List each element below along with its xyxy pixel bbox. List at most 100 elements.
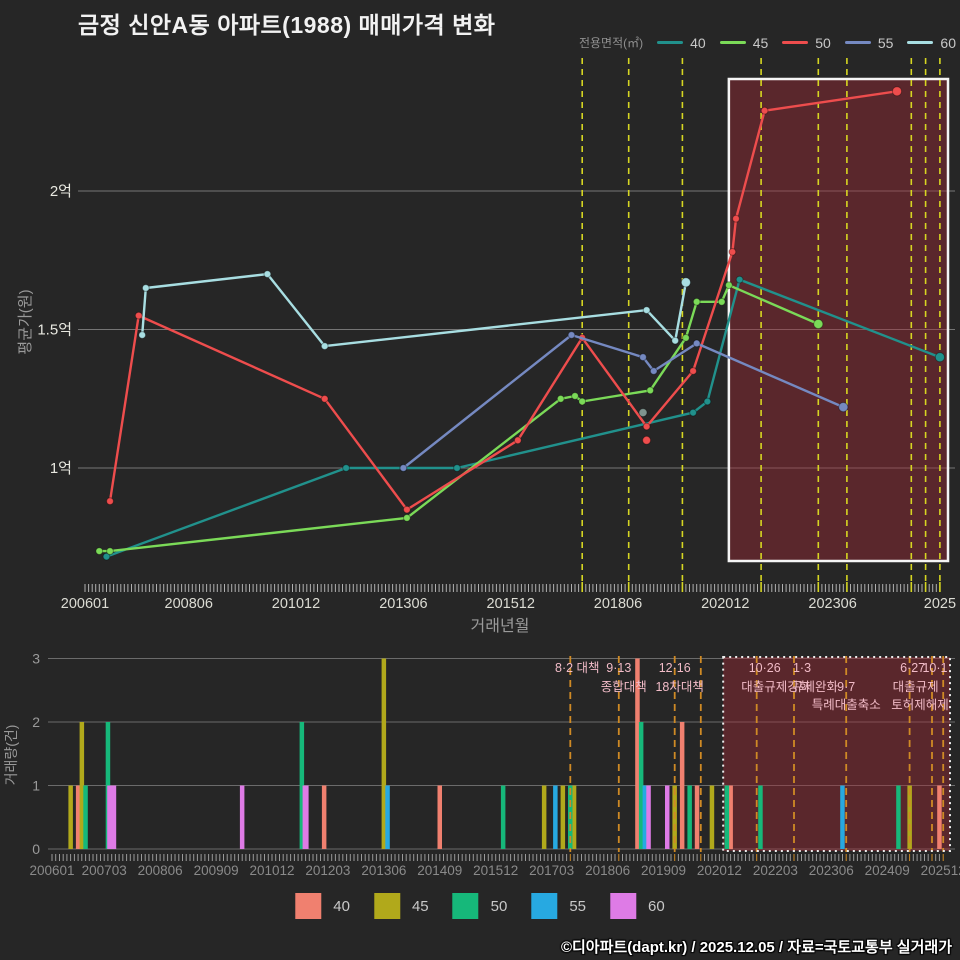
volume-bar-40[interactable]	[937, 785, 942, 850]
series-45-marker[interactable]	[95, 547, 104, 555]
series-50-marker[interactable]	[891, 86, 903, 97]
series-50-marker[interactable]	[320, 394, 329, 403]
volume-bar-50[interactable]	[758, 785, 763, 850]
volume-bar-50[interactable]	[83, 785, 88, 850]
series-40-marker[interactable]	[703, 397, 712, 406]
series-50-marker[interactable]	[403, 505, 411, 514]
series-40-marker[interactable]	[689, 408, 697, 417]
volume-bar-45[interactable]	[79, 722, 85, 849]
series-50-marker[interactable]	[642, 422, 651, 431]
series-45-marker[interactable]	[403, 514, 411, 522]
volume-bar-40[interactable]	[679, 722, 685, 849]
volume-xtick-label: 202203	[753, 863, 798, 878]
volume-xtick-label: 201203	[305, 863, 350, 878]
legend-line-swatch	[782, 41, 809, 44]
series-55-marker[interactable]	[692, 339, 701, 348]
series-40-marker[interactable]	[342, 464, 351, 472]
volume-bar-40[interactable]	[321, 785, 327, 850]
series-45-marker[interactable]	[106, 547, 114, 555]
outlier-point[interactable]	[642, 435, 652, 445]
series-45-marker[interactable]	[725, 281, 733, 290]
volume-bar-50[interactable]	[500, 785, 506, 850]
series-55-marker[interactable]	[567, 331, 576, 339]
volume-bar-55[interactable]	[385, 785, 390, 850]
volume-bar-45[interactable]	[709, 785, 715, 850]
volume-bar-40[interactable]	[635, 658, 640, 850]
legend-item-55[interactable]: 55	[844, 35, 893, 51]
series-50-marker[interactable]	[134, 311, 143, 320]
volume-bar-45[interactable]	[541, 785, 547, 850]
legend-item-60[interactable]: 60	[907, 35, 956, 51]
series-55-marker[interactable]	[649, 367, 658, 375]
series-45-marker[interactable]	[813, 318, 824, 330]
volume-bar-45[interactable]	[571, 785, 577, 850]
series-60-marker[interactable]	[138, 331, 147, 339]
series-45-marker[interactable]	[717, 297, 726, 306]
volume-bar-55[interactable]	[553, 785, 558, 850]
volume-bar-45[interactable]	[560, 785, 566, 850]
volume-bar-55[interactable]	[642, 785, 648, 850]
volume-xtick-label: 201909	[641, 863, 686, 878]
volume-bar-60[interactable]	[665, 785, 670, 850]
volume-bar-55[interactable]	[840, 785, 845, 850]
series-60-marker[interactable]	[141, 284, 150, 292]
volume-legend-item-45[interactable]: 45	[373, 893, 429, 919]
series-50-marker[interactable]	[732, 214, 740, 223]
volume-legend-item-60[interactable]: 60	[610, 893, 665, 919]
series-50-marker[interactable]	[106, 497, 114, 506]
series-45-marker[interactable]	[571, 392, 579, 400]
volume-bar-45[interactable]	[381, 658, 387, 850]
series-45-marker[interactable]	[692, 297, 701, 306]
volume-bar-50[interactable]	[724, 785, 730, 850]
series-60-marker[interactable]	[642, 306, 651, 315]
series-55-marker[interactable]	[399, 464, 408, 472]
volume-bar-45[interactable]	[68, 785, 73, 850]
volume-bar-40[interactable]	[728, 785, 733, 850]
series-60-marker[interactable]	[671, 336, 680, 345]
price-xtick-label: 200806	[165, 596, 213, 612]
volume-bar-50[interactable]	[638, 722, 644, 849]
series-40-marker[interactable]	[934, 352, 946, 363]
price-xtick-label: 201012	[272, 596, 320, 612]
legend-square-swatch	[373, 893, 400, 919]
series-55-marker[interactable]	[639, 353, 647, 362]
volume-xtick-label: 201012	[249, 863, 294, 878]
volume-bar-60[interactable]	[107, 785, 117, 850]
volume-bar-40[interactable]	[437, 785, 443, 850]
series-60-marker[interactable]	[263, 270, 272, 279]
series-50-marker[interactable]	[513, 436, 522, 445]
series-40-line	[106, 278, 941, 558]
volume-bar-60[interactable]	[302, 785, 309, 850]
volume-bar-60[interactable]	[646, 785, 651, 850]
series-45-marker[interactable]	[682, 333, 690, 342]
series-40-marker[interactable]	[102, 552, 111, 561]
outlier-point[interactable]	[638, 408, 648, 418]
series-40-marker[interactable]	[735, 275, 744, 284]
volume-bar-40[interactable]	[694, 785, 700, 850]
legend-item-50[interactable]: 50	[782, 35, 831, 51]
volume-legend-item-50[interactable]: 50	[452, 893, 507, 919]
volume-bar-40[interactable]	[75, 785, 81, 850]
series-45-marker[interactable]	[578, 397, 587, 406]
series-60-marker[interactable]	[680, 277, 692, 288]
series-55-marker[interactable]	[838, 402, 849, 413]
policy-annotation: 대출규제강화	[741, 680, 811, 694]
series-50-marker[interactable]	[760, 106, 769, 115]
series-45-marker[interactable]	[556, 394, 565, 403]
volume-ytick-label: 0	[32, 841, 40, 857]
volume-bar-60[interactable]	[239, 785, 245, 850]
volume-legend-item-40[interactable]: 40	[295, 893, 350, 919]
volume-bar-50[interactable]	[896, 785, 901, 850]
series-50-marker[interactable]	[689, 367, 697, 375]
volume-bar-50[interactable]	[687, 785, 692, 850]
volume-xtick-label: 200909	[194, 863, 239, 878]
legend-item-45[interactable]: 45	[719, 35, 768, 51]
legend-line-swatch	[657, 41, 684, 44]
series-50-marker[interactable]	[728, 248, 737, 256]
series-40-marker[interactable]	[453, 464, 461, 472]
series-45-marker[interactable]	[646, 386, 655, 395]
volume-bar-50[interactable]	[299, 722, 305, 849]
legend-item-40[interactable]: 40	[657, 35, 706, 51]
series-60-marker[interactable]	[320, 342, 329, 351]
volume-legend-item-55[interactable]: 55	[531, 893, 586, 919]
